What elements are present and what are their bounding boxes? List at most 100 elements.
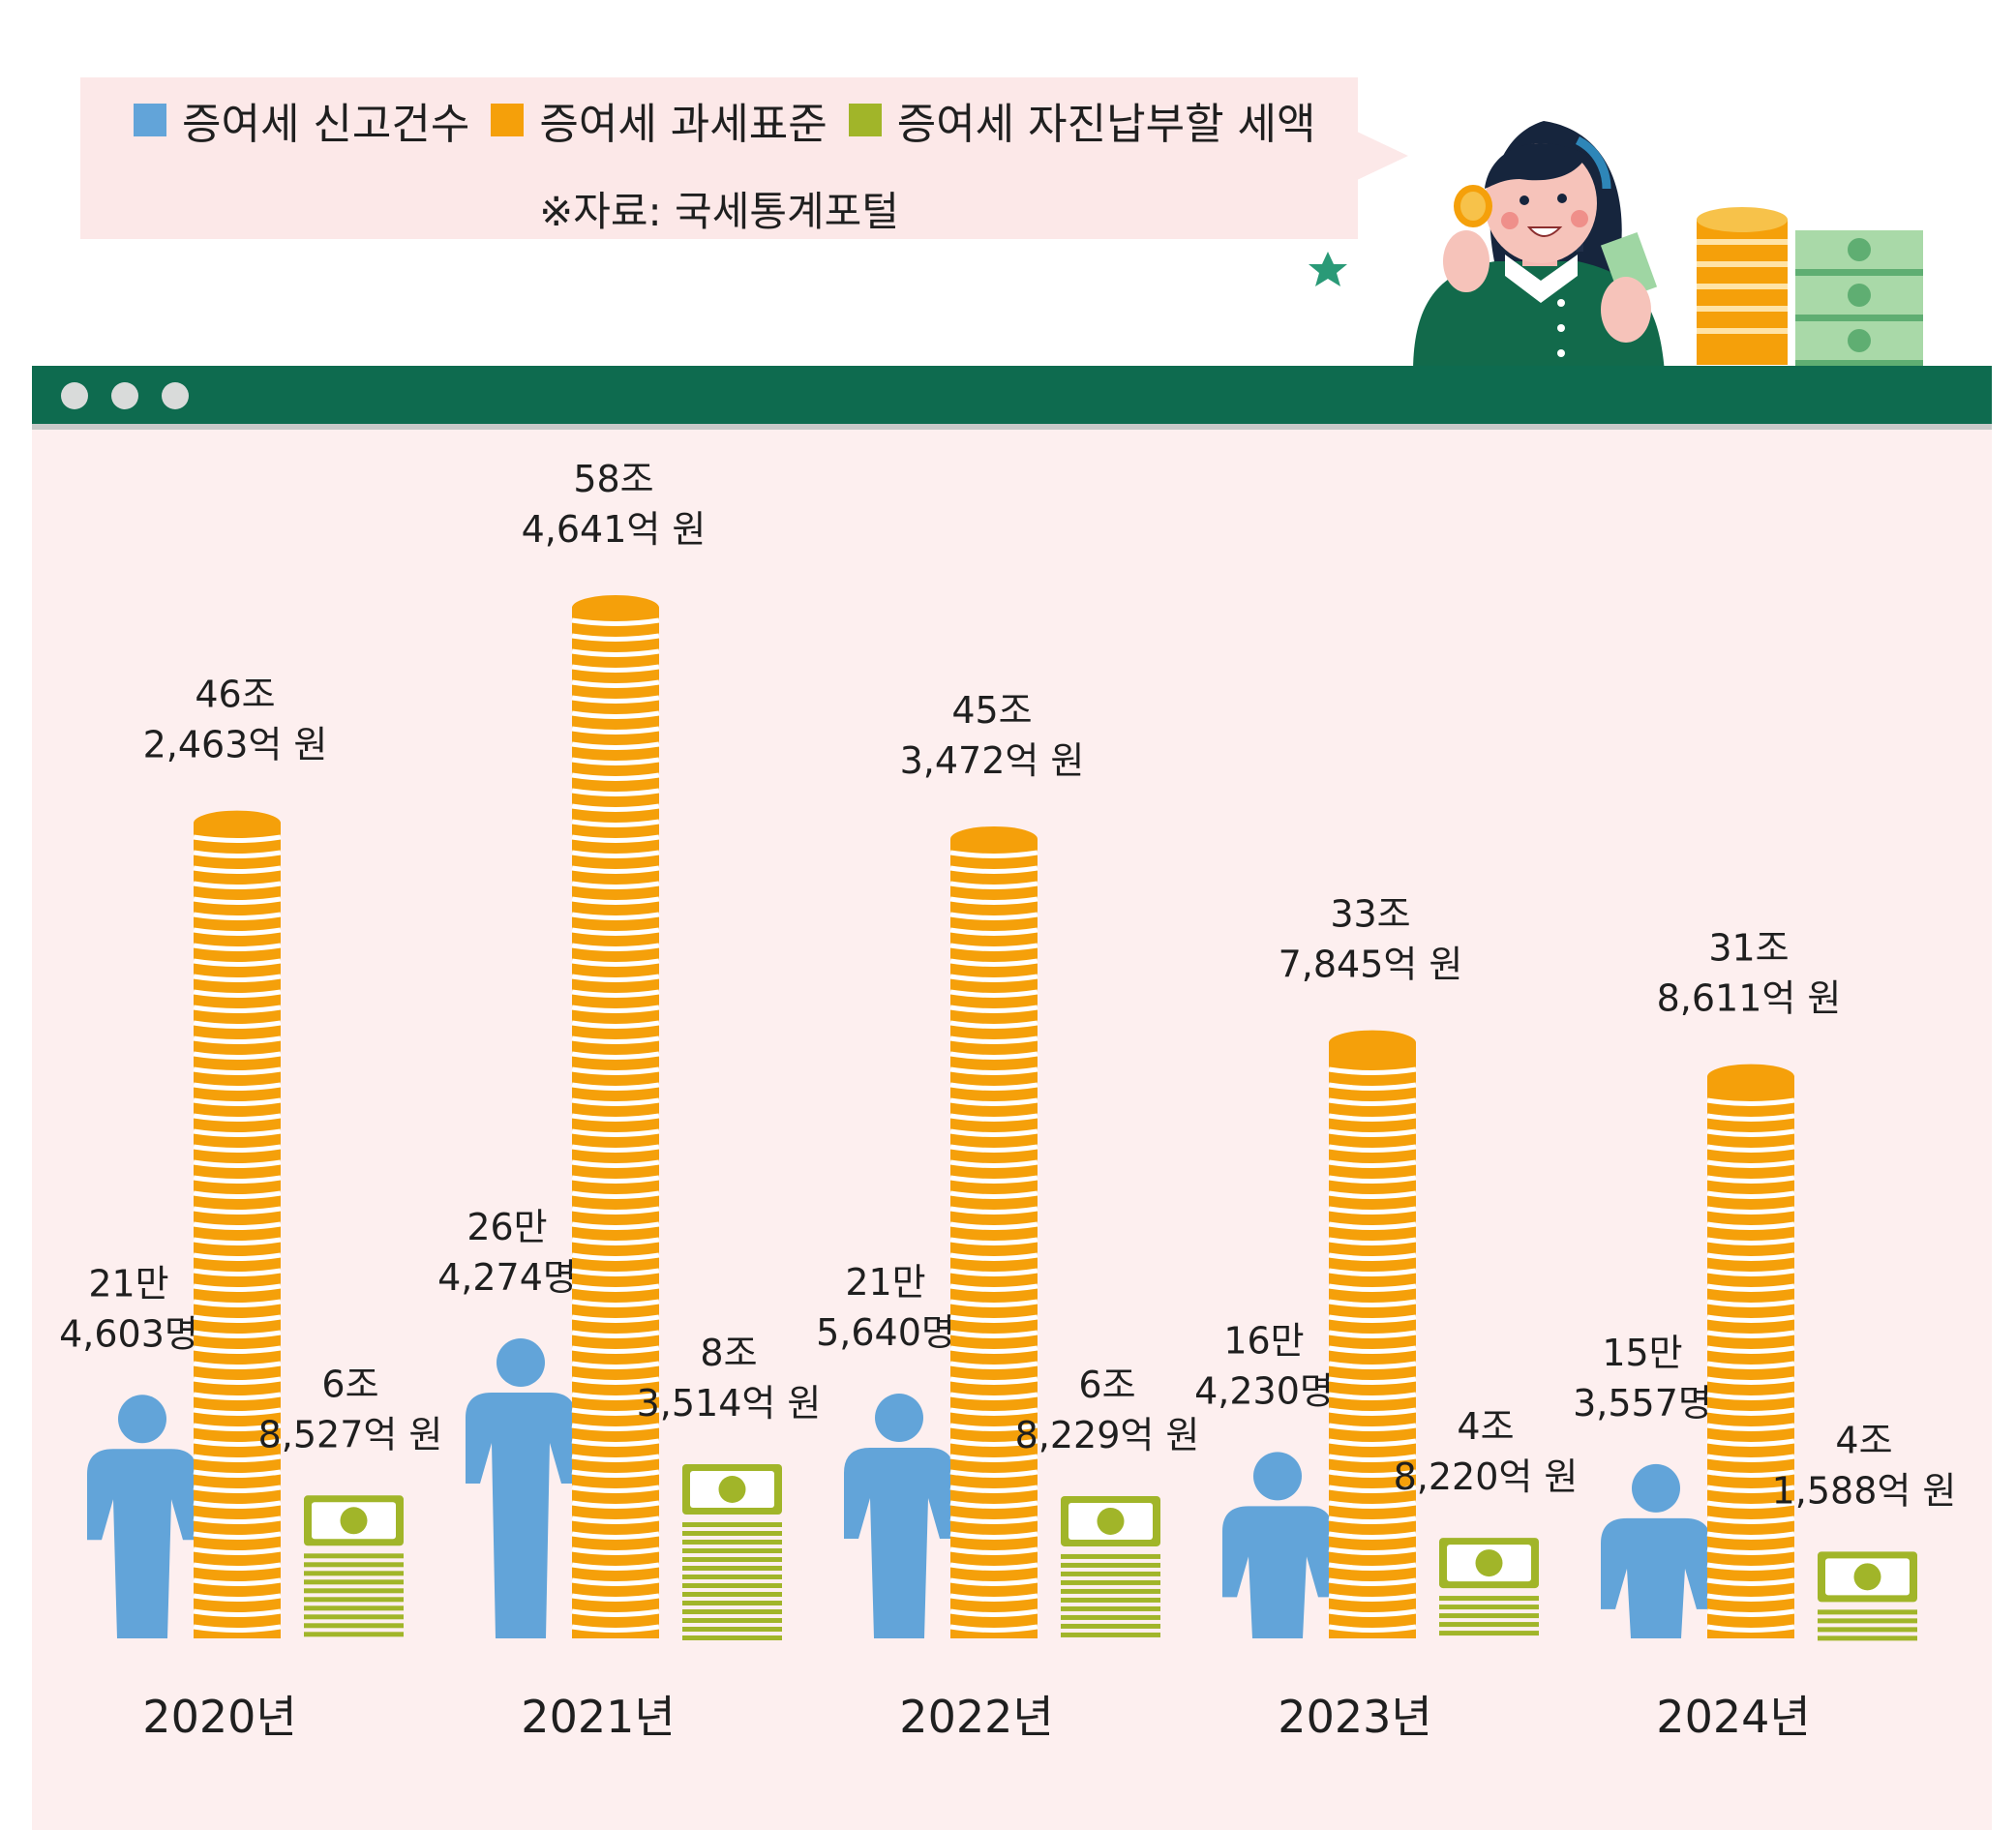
year-label: 2022년 <box>899 1691 1053 1743</box>
filings-value-label: 15만 3,557명 <box>1573 1332 1712 1425</box>
coin-edge <box>1328 1376 1417 1385</box>
coin-edge <box>571 1314 660 1323</box>
legend-label-filings: 증여세 신고건수 <box>182 100 470 149</box>
coin-edge <box>1706 1345 1795 1354</box>
coin-edge <box>1328 1190 1417 1199</box>
banknote-edge <box>682 1566 782 1571</box>
tax-base-value-label: 33조 7,845억 원 <box>1279 893 1463 986</box>
banknote-coin-icon <box>1475 1549 1503 1577</box>
coin-stack-bar <box>571 595 660 1638</box>
filings-value-label: 21만 5,640명 <box>816 1261 955 1354</box>
coin-edge <box>571 1345 660 1354</box>
tax-base-value-label: 46조 2,463억 원 <box>143 674 328 766</box>
coin-edge <box>571 1376 660 1385</box>
coin-edge <box>571 1005 660 1013</box>
coin-edge <box>193 1144 282 1153</box>
coin-edge <box>1706 1407 1795 1416</box>
coin-stack-bar <box>1706 1064 1795 1638</box>
coin-edge <box>1328 1144 1417 1153</box>
coin-edge <box>949 927 1038 936</box>
coin-edge <box>1328 1237 1417 1245</box>
coin-edge <box>1706 1252 1795 1261</box>
person-head <box>1632 1463 1680 1513</box>
coin-edge <box>193 1159 282 1168</box>
coin-edge <box>571 927 660 936</box>
coin-stack-bar <box>193 810 282 1638</box>
coin-edge <box>949 1407 1038 1416</box>
banknote-edge <box>682 1583 782 1588</box>
legend-item-filings: 증여세 신고건수 <box>134 89 469 151</box>
coin-edge <box>571 819 660 827</box>
coin-edge <box>949 1051 1038 1060</box>
coin-edge <box>1706 1423 1795 1431</box>
coin-edge <box>571 1438 660 1447</box>
coin-edge <box>949 1206 1038 1215</box>
coin-edge <box>571 1175 660 1184</box>
coin-edge <box>1328 1299 1417 1307</box>
coin-edge <box>949 1515 1038 1524</box>
coin-edge <box>1328 1175 1417 1184</box>
girl-figure <box>1413 121 1665 373</box>
coin-edge <box>193 1237 282 1245</box>
self-payment-value-label: 6조 8,229억 원 <box>1015 1364 1200 1456</box>
coin-edge <box>949 1113 1038 1122</box>
coin-edge <box>571 865 660 874</box>
coin-edge <box>949 1066 1038 1075</box>
coin-edge <box>1328 1221 1417 1230</box>
coin-edge <box>571 1268 660 1276</box>
banknote-edge <box>304 1579 404 1585</box>
coin-edge <box>571 1500 660 1509</box>
coin-edge <box>571 1454 660 1462</box>
coin-edge <box>949 850 1038 858</box>
coin-edge <box>571 788 660 796</box>
coin-edge <box>1706 1330 1795 1338</box>
coin-edge <box>571 1546 660 1555</box>
legend-label-tax-base: 증여세 과세표준 <box>539 100 827 149</box>
person-bar <box>87 1395 197 1638</box>
cash-bundle-icon <box>1795 230 1923 366</box>
banknote-edge <box>1818 1635 1917 1641</box>
banknote-edge <box>304 1614 404 1620</box>
person-bar <box>844 1394 954 1638</box>
coin-edge <box>949 1485 1038 1493</box>
coin-edge <box>193 1299 282 1307</box>
coin-edge <box>571 679 660 688</box>
coin-edge <box>193 912 282 920</box>
coin-edge <box>571 1051 660 1060</box>
coin-edge <box>193 834 282 843</box>
coin-edge <box>1328 1531 1417 1540</box>
tax-base-value-label: 58조 4,641억 원 <box>522 458 707 551</box>
coin-edge <box>571 1035 660 1044</box>
coin-edge <box>949 1190 1038 1199</box>
coin-edge <box>193 1407 282 1416</box>
banknote-edge <box>1439 1596 1539 1602</box>
coin-edge <box>949 1608 1038 1617</box>
self-payment-value-label: 8조 3,514억 원 <box>637 1332 822 1425</box>
filings-value-label: 16만 4,230명 <box>1194 1319 1334 1412</box>
coin-edge <box>571 1113 660 1122</box>
coin-edge <box>571 1392 660 1400</box>
coin-edge <box>949 1438 1038 1447</box>
coin-edge <box>949 1283 1038 1292</box>
coin-edge <box>1328 1593 1417 1602</box>
coin-edge <box>1706 1531 1795 1540</box>
coin-edge <box>571 1097 660 1106</box>
coin-edge <box>1328 1624 1417 1633</box>
legend-swatch-tax-base <box>491 104 525 136</box>
coin-edge <box>571 912 660 920</box>
coin-edge <box>193 1221 282 1230</box>
person-head <box>875 1394 923 1443</box>
coin-edge <box>949 1082 1038 1091</box>
banknote-edge <box>682 1609 782 1614</box>
coin-edge <box>1706 1221 1795 1230</box>
coin-edge <box>1328 1562 1417 1571</box>
cash-stack-bar <box>304 1495 404 1637</box>
coin-edge <box>1328 1252 1417 1261</box>
year-group-2: 26만 4,274명 58조 4,641억 원 8조 3,514억 원 2021년 <box>437 458 821 1743</box>
coin-edge <box>193 1608 282 1617</box>
cash-stack-bar <box>1439 1538 1539 1636</box>
coin-edge <box>193 989 282 998</box>
coin-edge <box>1328 1361 1417 1369</box>
coin-edge <box>1706 1314 1795 1323</box>
coin-edge <box>571 881 660 889</box>
